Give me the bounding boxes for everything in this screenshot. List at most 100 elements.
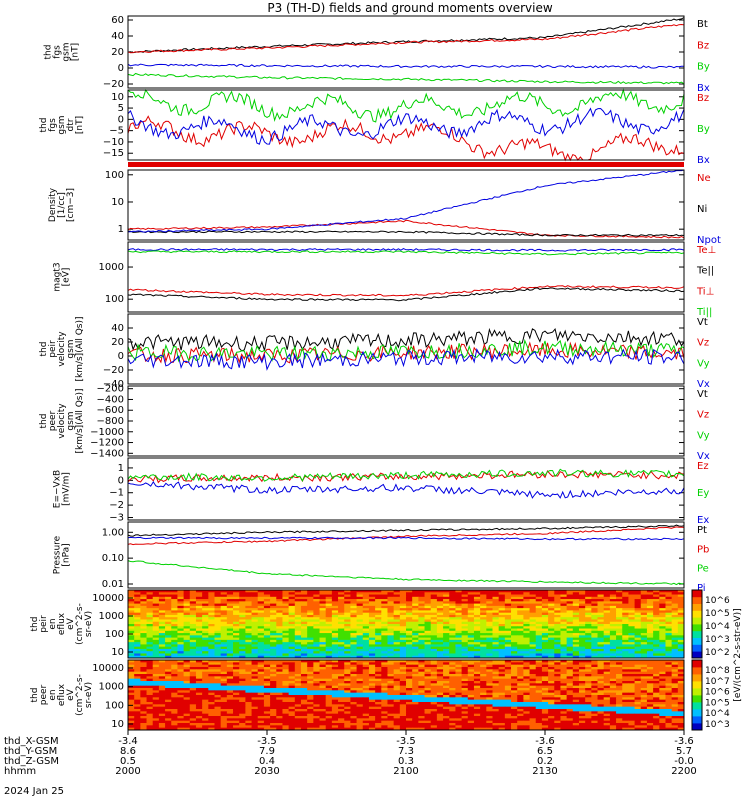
spectrogram-cell bbox=[226, 671, 234, 675]
spectrogram-cell bbox=[492, 605, 500, 609]
spectrogram-cell bbox=[640, 660, 648, 663]
spectrogram-cell bbox=[659, 599, 666, 602]
spectrogram-cell bbox=[375, 630, 382, 634]
spectrogram-cell bbox=[436, 633, 444, 636]
spectrogram-cell bbox=[677, 709, 685, 712]
spectrogram-cell bbox=[535, 660, 543, 663]
spectrogram-cell bbox=[226, 642, 234, 645]
spectrogram-cell bbox=[585, 709, 592, 712]
spectrogram-cell bbox=[202, 651, 209, 654]
spectrogram-cell bbox=[399, 603, 407, 607]
spectrogram-cell bbox=[424, 704, 432, 708]
spectrogram-cell bbox=[245, 624, 252, 627]
spectrogram-cell bbox=[344, 662, 351, 666]
spectrogram-cell bbox=[634, 653, 642, 657]
spectrogram-cell bbox=[677, 646, 685, 650]
spectrogram-cell bbox=[362, 633, 370, 636]
spectrogram-cell bbox=[548, 713, 555, 717]
spectrogram-cell bbox=[511, 669, 518, 673]
spectrogram-cell bbox=[616, 709, 623, 712]
spectrogram-cell bbox=[183, 681, 191, 684]
y-tick-label: 0.01 bbox=[102, 579, 124, 590]
spectrogram-cell bbox=[331, 601, 339, 604]
spectrogram-cell bbox=[665, 685, 673, 689]
spectrogram-cell bbox=[233, 617, 240, 620]
spectrogram-cell bbox=[511, 706, 518, 710]
spectrogram-cell bbox=[171, 674, 178, 677]
spectrogram-cell bbox=[171, 695, 178, 698]
spectrogram-cell bbox=[480, 704, 487, 708]
spectrogram-cell bbox=[226, 608, 234, 611]
spectrogram-cell bbox=[486, 596, 493, 600]
spectrogram-cell bbox=[189, 683, 197, 687]
spectrogram-cell bbox=[356, 648, 364, 652]
spectrogram-cell bbox=[548, 599, 555, 602]
spectrogram-cell bbox=[208, 614, 215, 618]
spectrogram-cell bbox=[245, 695, 252, 698]
spectrogram-cell bbox=[541, 621, 549, 625]
spectrogram-cell bbox=[399, 674, 407, 677]
spectrogram-cell bbox=[313, 655, 320, 659]
spectrogram-cell bbox=[195, 642, 203, 645]
spectrogram-cell bbox=[226, 653, 234, 657]
spectrogram-cell bbox=[368, 596, 376, 600]
spectrogram-cell bbox=[480, 664, 487, 668]
spectrogram-cell bbox=[245, 713, 252, 717]
spectrogram-cell bbox=[152, 594, 160, 598]
spectrogram-cell bbox=[492, 660, 500, 663]
spectrogram-cell bbox=[171, 633, 178, 636]
spectrogram-cell bbox=[233, 630, 240, 634]
spectrogram-cell bbox=[511, 633, 518, 636]
spectrogram-cell bbox=[560, 688, 568, 691]
spectrogram-cell bbox=[677, 676, 685, 680]
spectrogram-cell bbox=[294, 699, 302, 703]
spectrogram-cell bbox=[245, 630, 252, 634]
spectrogram-cell bbox=[665, 605, 673, 609]
spectrogram-cell bbox=[677, 590, 685, 593]
spectrogram-cell bbox=[504, 594, 512, 598]
spectrogram-cell bbox=[152, 683, 160, 687]
spectrogram-cell bbox=[313, 692, 320, 696]
spectrogram-cell bbox=[375, 637, 382, 641]
spectrogram-cell bbox=[387, 626, 395, 629]
spectrogram-cell bbox=[387, 630, 395, 634]
spectrogram-cell bbox=[189, 633, 197, 636]
spectrogram-cell bbox=[418, 678, 425, 682]
spectrogram-cell bbox=[220, 639, 228, 643]
spectrogram-cell bbox=[603, 660, 611, 663]
spectrogram-cell bbox=[492, 646, 500, 650]
spectrogram-cell bbox=[572, 601, 580, 604]
spectrogram-cell bbox=[152, 601, 160, 604]
spectrogram-cell bbox=[350, 648, 357, 652]
spectrogram-cell bbox=[263, 713, 271, 717]
spectrogram-cell bbox=[504, 590, 512, 593]
spectrogram-cell bbox=[313, 612, 320, 616]
spectrogram-cell bbox=[659, 612, 666, 616]
spectrogram-cell bbox=[486, 648, 493, 652]
spectrogram-cell bbox=[350, 671, 357, 675]
spectrogram-cell bbox=[381, 621, 388, 625]
spectrogram-cell bbox=[319, 660, 327, 663]
series-pt-line bbox=[127, 524, 685, 537]
spectrogram-cell bbox=[319, 639, 327, 643]
spectrogram-cell bbox=[251, 655, 259, 659]
spectrogram-cell bbox=[251, 692, 259, 696]
spectrogram-cell bbox=[578, 610, 586, 614]
spectrogram-cell bbox=[566, 592, 574, 595]
spectrogram-cell bbox=[511, 692, 518, 696]
spectrogram-cell bbox=[467, 695, 475, 698]
spectrogram-cell bbox=[344, 678, 351, 682]
spectrogram-cell bbox=[424, 681, 432, 684]
spectrogram-cell bbox=[671, 662, 679, 666]
spectrogram-cell bbox=[338, 630, 345, 634]
spectrogram-cell bbox=[362, 697, 370, 701]
spectrogram-cell bbox=[319, 646, 327, 650]
spectrogram-cell bbox=[381, 702, 388, 705]
spectrogram-cell bbox=[628, 697, 635, 701]
panel-peer_velocity: thd peer velocity gsm [km/s](All Qs)] −200−40… bbox=[39, 384, 710, 462]
spectrogram-cell bbox=[585, 702, 592, 705]
spectrogram-cell bbox=[325, 617, 333, 620]
spectrogram-cell bbox=[517, 702, 524, 705]
spectrogram-cell bbox=[208, 630, 215, 634]
spectrogram-cell bbox=[529, 624, 537, 627]
